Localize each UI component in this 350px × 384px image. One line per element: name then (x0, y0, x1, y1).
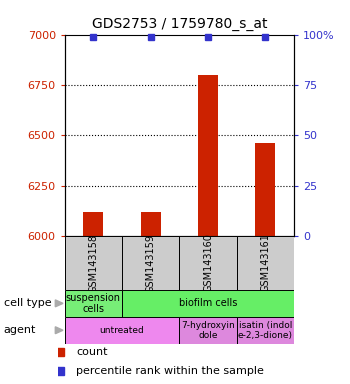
Bar (255, 144, 275, 236)
Bar (83, 212, 104, 236)
Text: isatin (indol
e-2,3-dione): isatin (indol e-2,3-dione) (238, 321, 293, 340)
Bar (65, 290, 122, 317)
Bar (237, 317, 294, 344)
Text: GSM143161: GSM143161 (260, 233, 270, 293)
Text: biofilm cells: biofilm cells (179, 298, 237, 308)
Bar (141, 212, 161, 236)
Text: 7-hydroxyin
dole: 7-hydroxyin dole (181, 321, 235, 340)
Bar (122, 236, 179, 290)
Text: GSM143159: GSM143159 (146, 233, 156, 293)
Text: GSM143160: GSM143160 (203, 233, 213, 293)
Bar (179, 236, 237, 290)
Text: percentile rank within the sample: percentile rank within the sample (76, 366, 264, 376)
Bar (237, 236, 294, 290)
Bar (198, 75, 218, 236)
Bar (122, 290, 294, 317)
Text: count: count (76, 347, 108, 357)
Bar (65, 236, 122, 290)
Text: agent: agent (4, 325, 36, 335)
Text: GSM143158: GSM143158 (89, 233, 98, 293)
Text: untreated: untreated (100, 326, 145, 335)
Bar (179, 317, 237, 344)
Text: cell type: cell type (4, 298, 51, 308)
Bar (65, 317, 179, 344)
Title: GDS2753 / 1759780_s_at: GDS2753 / 1759780_s_at (92, 17, 267, 31)
Text: suspension
cells: suspension cells (66, 293, 121, 314)
